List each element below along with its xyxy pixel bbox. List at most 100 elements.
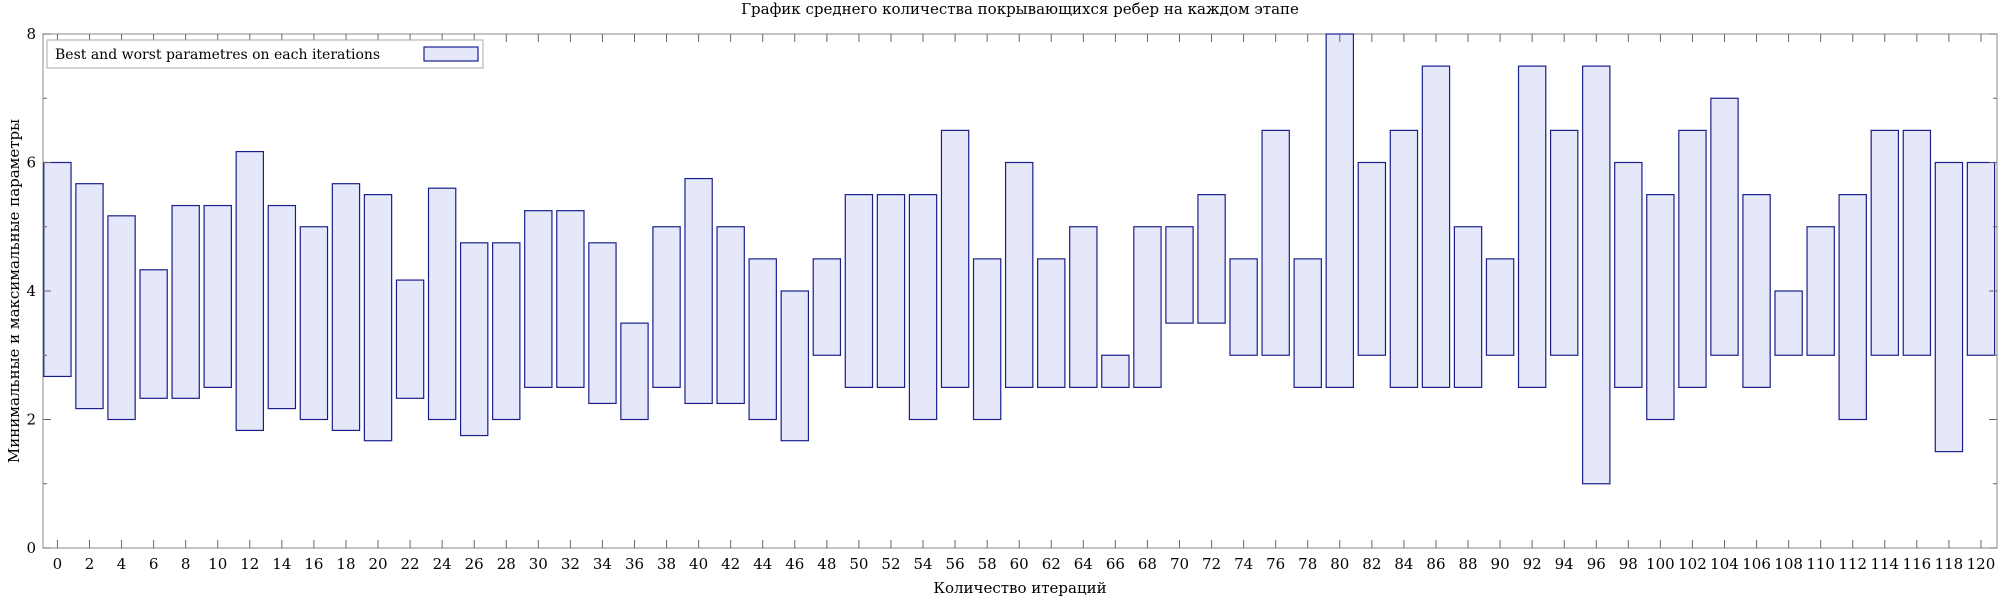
legend-label: Best and worst parametres on each iterat… <box>55 47 380 63</box>
bar-80 <box>1325 33 1355 388</box>
bar-74 <box>1229 258 1258 356</box>
bar-62 <box>1037 258 1066 388</box>
bar-86 <box>1421 65 1451 388</box>
x-tick-label: 8 <box>181 555 191 573</box>
x-tick-label: 68 <box>1138 555 1157 573</box>
x-tick-label: 102 <box>1678 555 1707 573</box>
x-tick-label: 12 <box>240 555 259 573</box>
x-tick-label: 60 <box>1010 555 1029 573</box>
bar-108 <box>1774 290 1803 356</box>
y-axis-label: Минимальные и максимальные параметры <box>5 119 23 463</box>
bar-68 <box>1133 226 1162 388</box>
bar-72 <box>1197 194 1226 324</box>
x-tick-label: 14 <box>272 555 291 573</box>
bar-30 <box>524 210 553 388</box>
bar-116 <box>1902 129 1932 356</box>
x-tick-label: 48 <box>817 555 836 573</box>
bar-22 <box>395 279 425 399</box>
x-tick-label: 34 <box>593 555 612 573</box>
bar-4 <box>107 215 136 421</box>
bar-48 <box>812 258 842 356</box>
x-tick-label: 74 <box>1234 555 1253 573</box>
bar-106 <box>1742 194 1771 388</box>
bar-60 <box>1004 161 1034 388</box>
x-tick-label: 86 <box>1426 555 1445 573</box>
bar-92 <box>1517 65 1547 388</box>
x-tick-label: 90 <box>1491 555 1510 573</box>
x-tick-label: 56 <box>946 555 965 573</box>
bar-24 <box>427 187 457 421</box>
y-tick-label: 6 <box>26 154 36 172</box>
x-tick-label: 66 <box>1106 555 1125 573</box>
bar-66 <box>1101 354 1130 388</box>
x-tick-label: 6 <box>149 555 159 573</box>
bar-110 <box>1806 226 1835 356</box>
x-tick-label: 108 <box>1774 555 1803 573</box>
x-tick-label: 40 <box>689 555 708 573</box>
x-tick-label: 70 <box>1170 555 1189 573</box>
x-tick-label: 32 <box>561 555 580 573</box>
bar-96 <box>1582 65 1611 485</box>
x-tick-label: 64 <box>1074 555 1093 573</box>
bar-10 <box>203 204 232 388</box>
x-tick-label: 120 <box>1967 555 1996 573</box>
x-tick-label: 24 <box>433 555 452 573</box>
bar-90 <box>1485 258 1515 356</box>
x-tick-label: 82 <box>1362 555 1381 573</box>
x-tick-label: 80 <box>1330 555 1349 573</box>
bar-36 <box>620 322 649 421</box>
bar-98 <box>1614 161 1643 388</box>
bar-120 <box>1966 161 1996 356</box>
y-axis-ticks: 0 2 4 6 8 <box>26 25 1997 557</box>
legend: Best and worst parametres on each iterat… <box>46 39 484 69</box>
bar-16 <box>299 226 329 421</box>
x-tick-label: 22 <box>401 555 420 573</box>
bar-46 <box>780 290 810 442</box>
chart-title: График среднего количества покрывающихся… <box>741 0 1299 18</box>
x-tick-label: 98 <box>1619 555 1638 573</box>
x-tick-label: 104 <box>1710 555 1739 573</box>
bar-12 <box>235 150 265 432</box>
x-tick-label: 94 <box>1555 555 1574 573</box>
bar-6 <box>139 269 168 399</box>
bar-118 <box>1934 161 1964 453</box>
y-tick-label: 0 <box>26 539 36 557</box>
bar-40 <box>684 177 713 405</box>
bar-32 <box>556 210 585 388</box>
x-tick-label: 50 <box>849 555 868 573</box>
x-tick-label: 46 <box>785 555 804 573</box>
bar-56 <box>940 129 970 388</box>
bar-50 <box>844 194 874 388</box>
x-tick-label: 52 <box>881 555 900 573</box>
x-tick-label: 0 <box>53 555 63 573</box>
x-tick-label: 114 <box>1870 555 1899 573</box>
x-tick-label: 62 <box>1042 555 1061 573</box>
x-tick-label: 88 <box>1458 555 1477 573</box>
x-tick-label: 16 <box>304 555 323 573</box>
bar-102 <box>1678 129 1707 388</box>
x-tick-label: 72 <box>1202 555 1221 573</box>
x-tick-label: 2 <box>85 555 95 573</box>
x-tick-label: 118 <box>1935 555 1964 573</box>
bar-70 <box>1165 226 1194 324</box>
bar-44 <box>748 258 777 421</box>
bar-58 <box>972 258 1002 421</box>
x-tick-label: 100 <box>1646 555 1675 573</box>
legend-swatch <box>423 46 479 62</box>
x-axis-label: Количество итераций <box>933 579 1106 597</box>
x-tick-label: 26 <box>465 555 484 573</box>
bar-20 <box>363 194 393 442</box>
bar-54 <box>908 194 938 421</box>
x-tick-label: 42 <box>721 555 740 573</box>
bar-26 <box>459 242 489 437</box>
bars-group <box>43 33 1996 485</box>
x-tick-label: 18 <box>336 555 355 573</box>
legend-box <box>46 39 484 69</box>
bar-104 <box>1710 97 1739 356</box>
x-tick-label: 96 <box>1587 555 1606 573</box>
bar-28 <box>492 242 521 421</box>
x-tick-label: 78 <box>1298 555 1317 573</box>
x-tick-label: 54 <box>913 555 932 573</box>
bar-84 <box>1389 129 1419 388</box>
bar-8 <box>171 204 200 399</box>
